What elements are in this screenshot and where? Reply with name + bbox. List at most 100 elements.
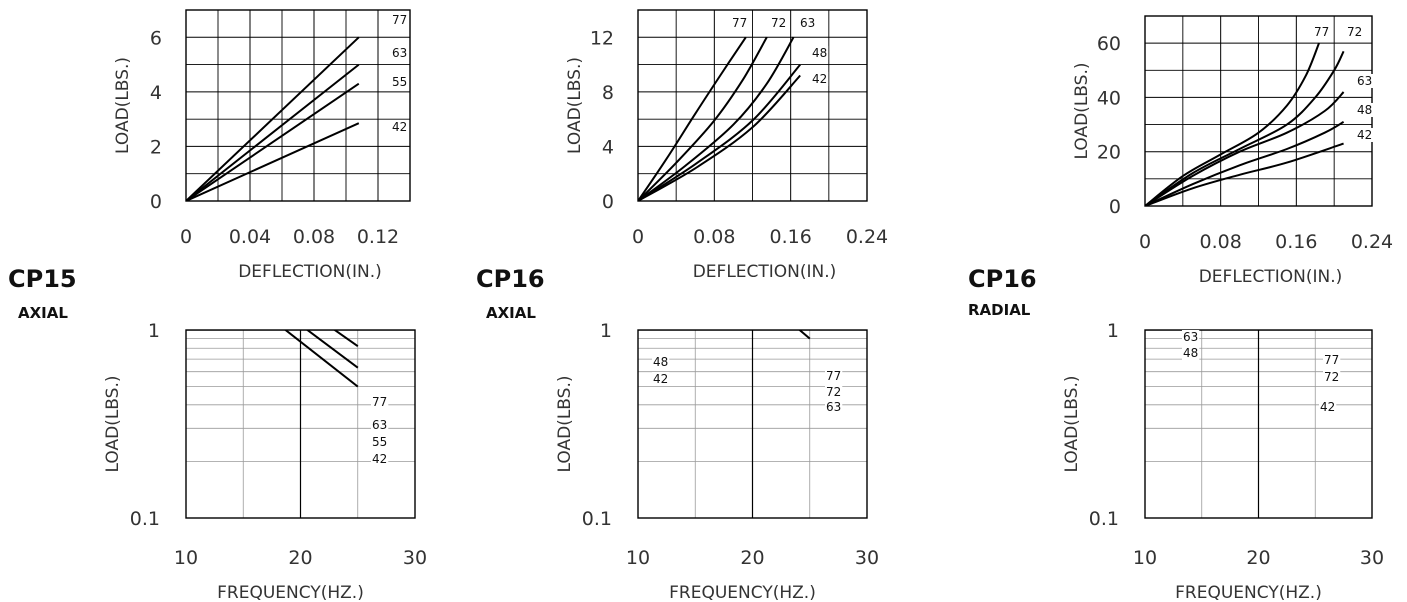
series-label-bg [371, 395, 389, 409]
series-group [186, 36, 360, 201]
grid [637, 10, 868, 202]
y-axis-title: LOAD(LBS.) [103, 376, 123, 473]
x-tick-label: 0.08 [1200, 231, 1242, 253]
section-subtitle: AXIAL [486, 304, 536, 322]
series-label: 77 [732, 16, 747, 30]
section-subtitle: RADIAL [968, 301, 1031, 319]
x-tick-label: 20 [288, 547, 312, 569]
series-line-72 [1145, 50, 1345, 206]
series-label: 63 [392, 46, 407, 60]
series-label-bg [825, 369, 843, 383]
series-label-bg [391, 46, 409, 60]
section-title: CP16 [476, 265, 545, 293]
series-line-63 [333, 330, 359, 348]
x-tick-label: 10 [1133, 547, 1157, 569]
series-label-bg [1356, 103, 1374, 117]
series-line-77 [638, 36, 747, 201]
x-axis-title: DEFLECTION(IN.) [1199, 267, 1343, 287]
section-title-cp16-radial: CP16 RADIAL [968, 265, 1037, 319]
y-axis-title: LOAD(LBS.) [1062, 376, 1082, 473]
series-label: 77 [826, 369, 841, 383]
x-axis-title: DEFLECTION(IN.) [238, 262, 382, 282]
series-line-42 [186, 122, 360, 201]
series-label: 55 [392, 75, 407, 89]
series-label-bg [1182, 330, 1200, 344]
y-tick-label: 60 [1097, 33, 1121, 55]
series-label: 77 [372, 395, 387, 409]
x-tick-label: 20 [740, 547, 764, 569]
series-line-42 [638, 74, 801, 201]
series-label: 72 [1347, 25, 1362, 39]
series-line-42 [283, 330, 359, 388]
series-line-77 [1145, 42, 1320, 206]
series-label-bg [811, 72, 829, 86]
chart-1: 77 63 55 42 0 0.04 0.08 0.12 0 2 4 6 DEFLECTION(IN.)… [113, 9, 411, 282]
x-tick-label: 10 [626, 547, 650, 569]
y-tick-label: 0 [602, 191, 614, 213]
y-tick-label: 0 [1109, 196, 1121, 218]
series-label: 42 [1357, 128, 1372, 142]
series-label-bg [1323, 370, 1341, 384]
x-axis-title: FREQUENCY(HZ.) [1175, 583, 1322, 602]
series-line-55 [186, 82, 360, 201]
y-tick-label: 8 [602, 82, 614, 104]
series-label-bg [770, 16, 788, 30]
series-label: 42 [372, 452, 387, 466]
series-group [1145, 42, 1345, 206]
chart-6: 77 72 63 48 42 10 20 30 0.1 1 FREQUENCY(HZ.) LOAD(L… [1062, 320, 1384, 602]
series-label: 63 [800, 16, 815, 30]
y-tick-label: 2 [150, 136, 162, 158]
plot-frame [637, 329, 868, 519]
series-label-bg [799, 16, 817, 30]
series-label: 48 [812, 46, 827, 60]
y-tick-label: 20 [1097, 142, 1121, 164]
y-axis-title: LOAD(LBS.) [565, 57, 585, 154]
y-tick-label: 0.1 [130, 508, 160, 530]
y-tick-label: 4 [150, 82, 162, 104]
x-tick-label: 0.16 [1275, 231, 1317, 253]
series-label: 77 [1324, 353, 1339, 367]
x-tick-label: 0.16 [770, 226, 812, 248]
x-axis-title: DEFLECTION(IN.) [693, 262, 837, 282]
chart-3: 77 72 63 48 42 0 0.08 0.16 0.24 0 20 40 60 DEFLECTION… [1072, 15, 1393, 287]
series-line-77 [186, 36, 360, 201]
series-line-77 [243, 207, 357, 300]
section-title: CP15 [8, 265, 77, 293]
y-tick-label: 6 [150, 27, 162, 49]
series-label: 42 [392, 120, 407, 134]
x-tick-label: 30 [1360, 547, 1384, 569]
series-label-bg [1182, 346, 1200, 360]
x-tick-label: 30 [855, 547, 879, 569]
y-tick-label: 40 [1097, 87, 1121, 109]
y-tick-label: 0.1 [582, 508, 612, 530]
y-axis-title: LOAD(LBS.) [1072, 63, 1092, 160]
y-tick-label: 0.1 [1089, 508, 1119, 530]
y-tick-label: 12 [590, 27, 614, 49]
series-label-bg [391, 13, 409, 27]
series-label: 48 [653, 355, 668, 369]
series-group [638, 36, 801, 201]
x-tick-label: 0.08 [693, 226, 735, 248]
plot-frame [185, 9, 411, 202]
series-label: 42 [653, 372, 668, 386]
x-tick-label: 0 [180, 226, 192, 248]
section-subtitle: AXIAL [18, 304, 68, 322]
grid [1144, 16, 1373, 207]
series-line-63 [638, 36, 795, 201]
series-label-bg [652, 355, 670, 369]
x-axis-title: FREQUENCY(HZ.) [217, 583, 364, 602]
series-label: 63 [1183, 330, 1198, 344]
series-label: 48 [1183, 346, 1198, 360]
series-label-bg [1319, 400, 1337, 414]
series-label: 63 [372, 418, 387, 432]
series-label: 72 [1324, 370, 1339, 384]
series-label-bg [1356, 128, 1374, 142]
x-axis-title: FREQUENCY(HZ.) [669, 583, 816, 602]
series-label-bg [1313, 25, 1331, 39]
x-tick-label: 20 [1246, 547, 1270, 569]
series-label-bg [391, 75, 409, 89]
series-label-bg [1356, 74, 1374, 88]
series-label: 63 [826, 400, 841, 414]
